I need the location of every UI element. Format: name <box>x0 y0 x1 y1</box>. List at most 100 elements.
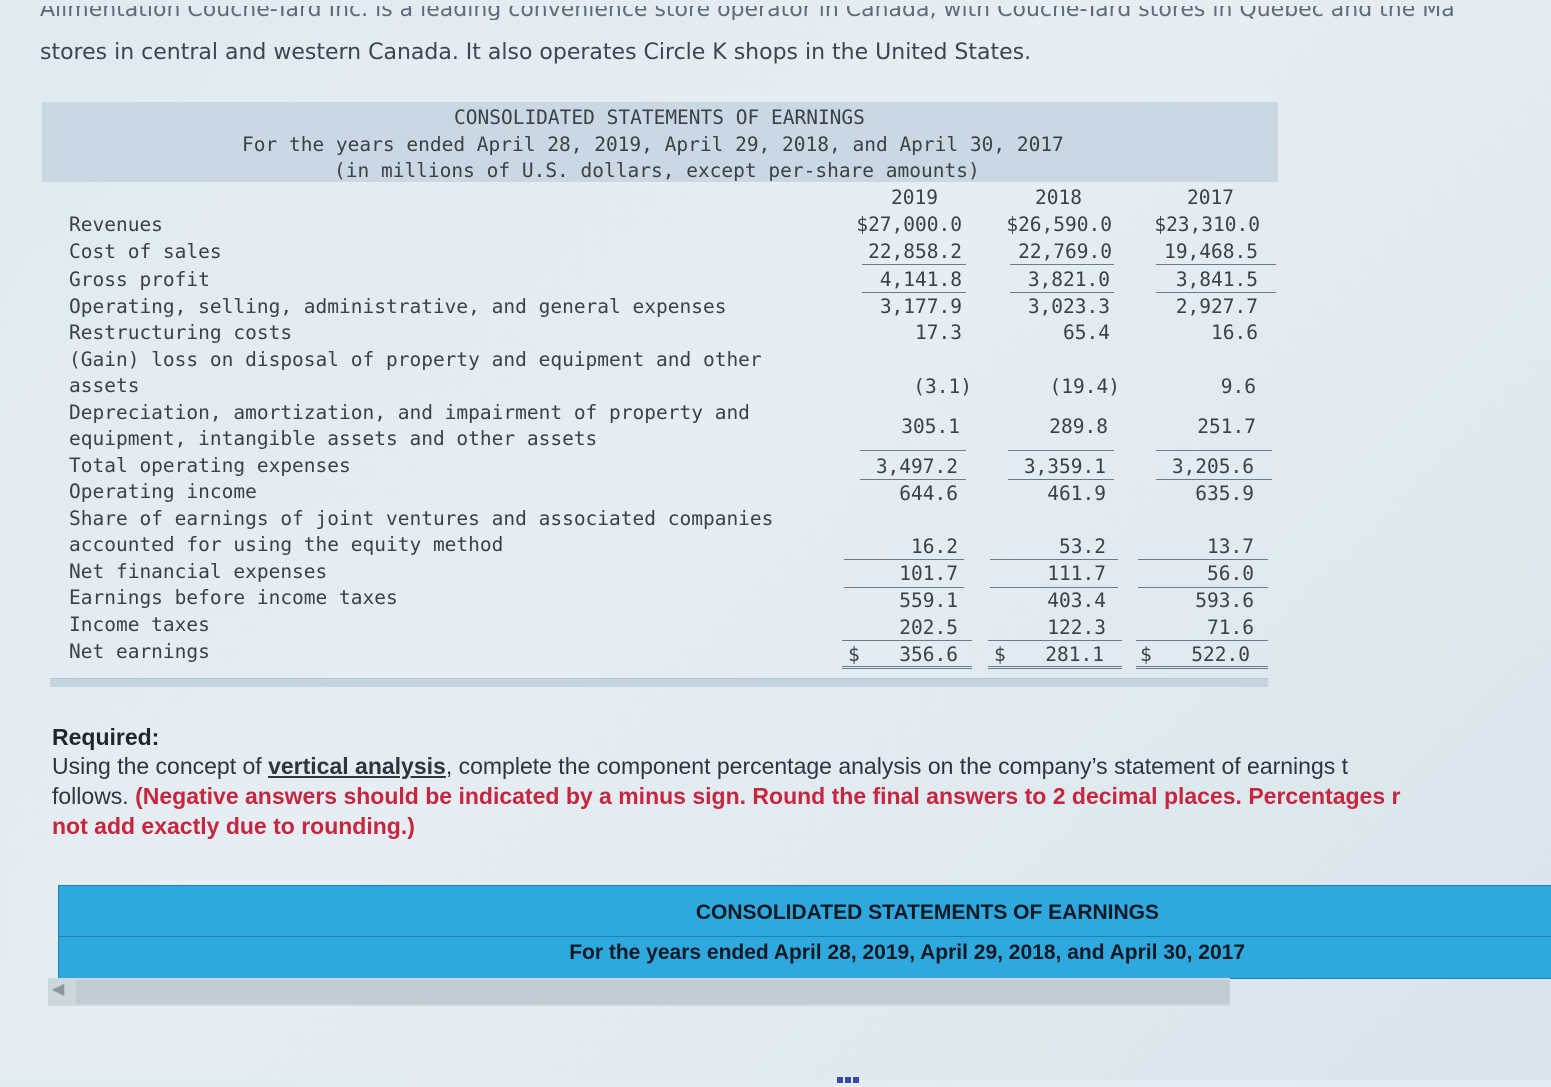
earnings-statement: CONSOLIDATED STATEMENTS OF EARNINGS For … <box>42 102 1278 688</box>
rule-net-financial <box>844 587 964 588</box>
cell-gain-loss-2019: (3.1) <box>913 375 972 398</box>
cell-restructuring-2018: 65.4 <box>1063 321 1110 344</box>
rule-gross-profit <box>1156 292 1276 293</box>
statement-subtitle: For the years ended April 28, 2019, Apri… <box>242 133 1064 156</box>
rule-cost-of-sales <box>862 264 966 265</box>
year-header-2019: 2019 <box>891 186 938 209</box>
rule-income-taxes <box>842 640 972 641</box>
rule-depreciation <box>1008 450 1114 451</box>
vertical-analysis-link[interactable]: vertical analysis <box>268 753 446 779</box>
row-label-operating-expenses: Operating, selling, administrative, and … <box>69 295 727 318</box>
cell-restructuring-2017: 16.6 <box>1211 321 1258 344</box>
row-label-revenues: Revenues <box>69 213 163 236</box>
rule-net-earnings-double <box>842 666 972 669</box>
row-label-earnings-before-tax: Earnings before income taxes <box>69 586 398 609</box>
cell-revenues-2017: $23,310.0 <box>1154 213 1260 236</box>
cell-net-earnings-2017: 522.0 <box>1191 643 1250 666</box>
answer-table-title: CONSOLIDATED STATEMENTS OF EARNINGS <box>695 901 1159 924</box>
cell-restructuring-2019: 17.3 <box>915 321 962 344</box>
answer-table-header: CONSOLIDATED STATEMENTS OF EARNINGS For … <box>58 885 1551 979</box>
rule-gross-profit <box>862 292 966 293</box>
row-label-depreciation: Depreciation, amortization, and impairme… <box>69 401 750 424</box>
cell-share-earnings-2019: 16.2 <box>911 535 958 558</box>
row-label-total-operating: Total operating expenses <box>69 454 351 477</box>
cell-operating-income-2019: 644.6 <box>899 482 958 505</box>
cell-cost-of-sales-2017: 19,468.5 <box>1164 240 1258 263</box>
instructions-text-after: , complete the component percentage anal… <box>445 753 1349 779</box>
instructions-red-cont: not add exactly due to rounding.) <box>52 813 415 839</box>
cell-total-operating-2018: 3,359.1 <box>1023 455 1106 478</box>
cell-cost-of-sales-2019: 22,858.2 <box>868 240 962 263</box>
rule-net-earnings-double <box>1136 666 1268 669</box>
required-instructions: Using the concept of vertical analysis, … <box>52 751 1547 841</box>
grid-menu-icon[interactable] <box>837 1068 861 1087</box>
cell-net-financial-2019: 101.7 <box>899 562 958 585</box>
rule-depreciation <box>1156 450 1272 451</box>
rule-net-earnings-double <box>988 666 1122 669</box>
intro-cutoff-line: Alimentation Couche-Tard Inc. is a leadi… <box>40 6 1455 20</box>
cell-operating-expenses-2019: 3,177.9 <box>879 295 962 318</box>
statement-units: (in millions of U.S. dollars, except per… <box>334 159 980 182</box>
rule-cost-of-sales <box>1010 264 1114 265</box>
cell-total-operating-2017: 3,205.6 <box>1171 455 1254 478</box>
row-label-gross-profit: Gross profit <box>69 268 210 291</box>
instructions-text-before: Using the concept of <box>52 753 269 779</box>
row-label-depreciation-cont: equipment, intangible assets and other a… <box>69 427 598 450</box>
cell-depreciation-2017: 251.7 <box>1197 415 1256 438</box>
statement-title-band <box>42 102 1278 182</box>
row-label-income-taxes: Income taxes <box>69 613 210 636</box>
row-label-net-financial: Net financial expenses <box>69 560 328 583</box>
statement-bottom-bar <box>50 678 1268 687</box>
row-label-restructuring: Restructuring costs <box>69 321 293 344</box>
cell-income-taxes-2019: 202.5 <box>899 616 958 639</box>
rule-net-financial <box>1138 587 1268 588</box>
cell-net-earnings-2018: 281.1 <box>1045 643 1104 666</box>
rule-cost-of-sales <box>1156 264 1276 265</box>
cell-income-taxes-2018: 122.3 <box>1047 616 1106 639</box>
cell-operating-income-2018: 461.9 <box>1047 482 1106 505</box>
cell-share-earnings-2017: 13.7 <box>1207 535 1254 558</box>
required-heading: Required: <box>52 724 160 750</box>
cell-earnings-before-tax-2017: 593.6 <box>1195 589 1254 612</box>
cell-net-earnings-2019: 356.6 <box>899 643 958 666</box>
instructions-line2-start: follows. <box>52 783 136 809</box>
rule-gross-profit <box>1010 292 1114 293</box>
year-header-2017: 2017 <box>1187 186 1234 209</box>
cell-net-earnings-currency-2017: $ <box>1140 643 1152 666</box>
cell-earnings-before-tax-2018: 403.4 <box>1047 589 1106 612</box>
required-section: Required: Using the concept of vertical … <box>52 724 1547 841</box>
cell-cost-of-sales-2018: 22,769.0 <box>1018 240 1112 263</box>
scroll-left-arrow-icon[interactable]: ◀ <box>52 979 65 998</box>
rule-income-taxes <box>1136 640 1268 641</box>
rule-net-financial <box>990 587 1118 588</box>
cell-gross-profit-2018: 3,821.0 <box>1027 268 1110 291</box>
rule-share-earnings <box>1138 559 1268 560</box>
answer-table-subtitle: For the years ended April 28, 2019, Apri… <box>569 941 1245 964</box>
rule-total-operating <box>1008 479 1114 480</box>
cell-net-financial-2018: 111.7 <box>1047 562 1106 585</box>
rule-share-earnings <box>844 559 964 560</box>
cell-depreciation-2019: 305.1 <box>901 415 960 438</box>
row-label-operating-income: Operating income <box>69 480 257 503</box>
cell-net-earnings-currency-2018: $ <box>994 643 1006 666</box>
statement-title: CONSOLIDATED STATEMENTS OF EARNINGS <box>454 106 865 129</box>
scrollbar-thumb[interactable] <box>76 980 1230 1004</box>
cell-operating-expenses-2017: 2,927.7 <box>1175 295 1258 318</box>
cell-gain-loss-2018: (19.4) <box>1049 375 1120 398</box>
cell-share-earnings-2018: 53.2 <box>1059 535 1106 558</box>
cell-net-earnings-currency-2019: $ <box>848 643 860 666</box>
year-header-2018: 2018 <box>1035 186 1082 209</box>
row-label-net-earnings: Net earnings <box>69 640 210 663</box>
cell-earnings-before-tax-2019: 559.1 <box>899 589 958 612</box>
cell-gross-profit-2019: 4,141.8 <box>879 268 962 291</box>
intro-text: stores in central and western Canada. It… <box>40 40 1032 65</box>
row-label-share-earnings-cont: accounted for using the equity method <box>69 533 504 556</box>
rule-income-taxes <box>988 640 1122 641</box>
row-label-share-earnings: Share of earnings of joint ventures and … <box>69 507 774 530</box>
cell-gain-loss-2017: 9.6 <box>1220 375 1256 398</box>
row-label-cost-of-sales: Cost of sales <box>69 240 222 263</box>
cell-revenues-2018: $26,590.0 <box>1006 213 1112 236</box>
cell-total-operating-2019: 3,497.2 <box>875 455 958 478</box>
rule-share-earnings <box>990 559 1118 560</box>
rule-total-operating <box>1156 479 1272 480</box>
